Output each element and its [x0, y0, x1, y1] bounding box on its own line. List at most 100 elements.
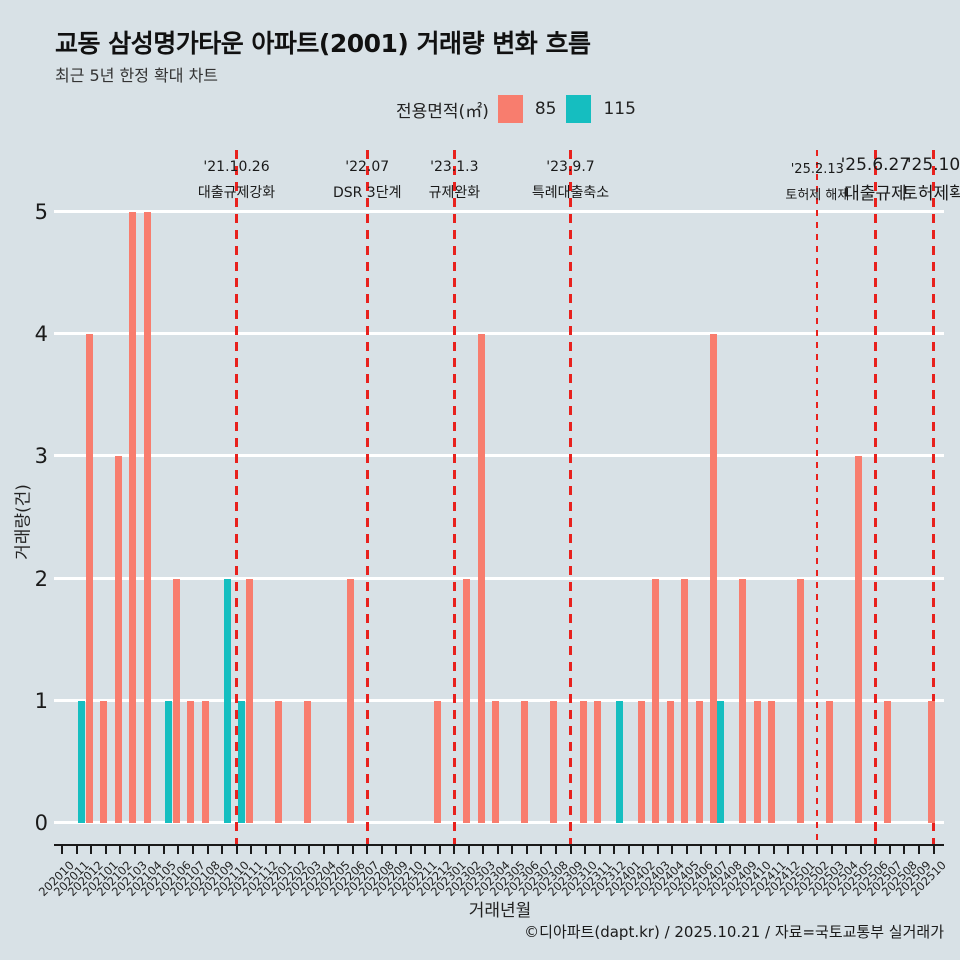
x-tick	[380, 846, 383, 854]
x-tick	[235, 846, 238, 854]
x-tick	[700, 846, 703, 854]
x-tick	[758, 846, 761, 854]
x-tick	[685, 846, 688, 854]
x-tick	[250, 846, 253, 854]
x-tick	[656, 846, 659, 854]
event-label: 특례대출축소	[531, 185, 610, 201]
x-tick	[772, 846, 775, 854]
bar-85-202101	[100, 700, 108, 823]
x-tick	[917, 846, 920, 854]
bar-85-202106	[172, 578, 180, 823]
x-tick	[627, 846, 630, 854]
bar-115-202312	[615, 700, 623, 823]
x-axis-line	[54, 844, 944, 846]
x-tick	[584, 846, 587, 854]
event-label: 토허제확	[902, 184, 960, 204]
x-tick	[75, 846, 78, 854]
bar-85-202302	[463, 578, 471, 823]
gridline	[54, 210, 944, 213]
x-tick	[787, 846, 790, 854]
x-tick	[177, 846, 180, 854]
x-tick	[148, 846, 151, 854]
x-tick	[816, 846, 819, 854]
event-line	[873, 150, 877, 845]
bar-85-202206	[347, 578, 355, 823]
x-tick	[496, 846, 499, 854]
bar-85-202510	[928, 700, 935, 823]
x-tick	[714, 846, 717, 854]
bar-85-202505	[855, 456, 863, 823]
x-tick	[293, 846, 296, 854]
event-date: '25.2.13	[790, 162, 844, 177]
x-tick	[61, 846, 64, 854]
event-date: '25.10	[906, 155, 960, 175]
x-tick	[801, 846, 804, 854]
event-date: '21.10.26	[203, 159, 270, 175]
bar-85-202501	[797, 578, 805, 823]
event-date: '25.6.27	[840, 155, 911, 175]
footer-credit: ©디아파트(dapt.kr) / 2025.10.21 / 자료=국토교통부 실…	[524, 923, 944, 941]
x-tick	[395, 846, 398, 854]
event-date: '22.07	[345, 159, 390, 175]
y-tick-label: 0	[34, 811, 48, 835]
bar-115-202105	[165, 700, 173, 823]
x-tick	[453, 846, 456, 854]
x-tick	[569, 846, 572, 854]
x-tick	[264, 846, 267, 854]
bar-85-202201	[274, 700, 282, 823]
gridline	[54, 576, 944, 580]
bar-85-202308	[550, 700, 558, 823]
bar-85-202304	[492, 700, 500, 823]
x-tick	[540, 846, 543, 854]
x-tick	[845, 846, 848, 854]
x-tick	[613, 846, 616, 854]
x-tick	[598, 846, 601, 854]
x-tick	[409, 846, 412, 854]
gridline	[54, 332, 944, 336]
chart-subtitle: 최근 5년 한정 확대 차트	[55, 66, 219, 85]
event-label: 토허제 해제	[785, 188, 850, 203]
x-tick	[903, 846, 906, 854]
bar-85-202212	[434, 700, 442, 823]
x-tick	[206, 846, 209, 854]
y-axis-title: 거래량(건)	[13, 484, 34, 560]
x-tick	[874, 846, 877, 854]
bar-85-202405	[681, 578, 689, 823]
bar-85-202402	[637, 700, 645, 823]
x-tick	[511, 846, 514, 854]
bar-85-202107	[187, 700, 195, 823]
bar-85-202410	[753, 700, 761, 823]
x-tick	[438, 846, 441, 854]
y-tick-label: 4	[34, 322, 48, 347]
bar-85-202203	[303, 700, 311, 823]
x-tick	[322, 846, 325, 854]
x-tick	[351, 846, 354, 854]
page-title: 교동 삼성명가타운 아파트(2001) 거래량 변화 흐름	[55, 29, 591, 58]
bar-85-202406	[695, 700, 703, 823]
y-tick-label: 5	[34, 200, 48, 224]
x-tick	[554, 846, 557, 854]
x-tick	[859, 846, 862, 854]
bar-85-202012	[85, 334, 93, 823]
bar-85-202411	[768, 700, 776, 823]
x-tick	[642, 846, 645, 854]
event-label: 대출규제강화	[197, 185, 276, 201]
y-tick-label: 1	[34, 688, 48, 713]
x-tick	[671, 846, 674, 854]
bar-85-202103	[129, 212, 137, 823]
x-tick	[743, 846, 746, 854]
x-tick	[119, 846, 122, 854]
bar-85-202303	[477, 334, 485, 823]
bar-85-202310	[579, 700, 587, 823]
bar-115-202011	[78, 700, 86, 823]
x-tick	[729, 846, 732, 854]
event-line	[235, 150, 239, 845]
event-label: 대출규제	[844, 184, 907, 204]
x-tick	[221, 846, 224, 854]
y-tick-label: 3	[34, 444, 48, 469]
bar-85-202104	[143, 212, 151, 823]
x-tick	[525, 846, 528, 854]
bar-85-202403	[652, 578, 660, 823]
legend-label-85: 85	[534, 99, 557, 119]
